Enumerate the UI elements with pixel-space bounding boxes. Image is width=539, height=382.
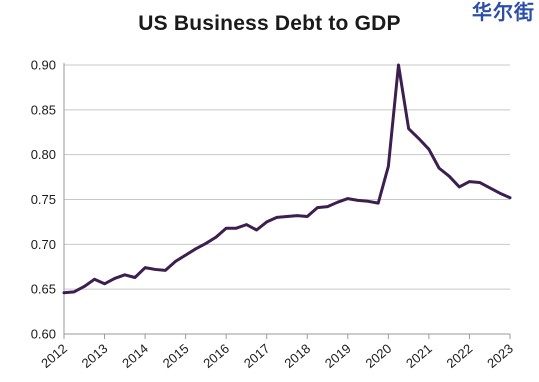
data-point bbox=[468, 180, 471, 183]
data-point bbox=[397, 63, 400, 67]
data-point bbox=[316, 206, 319, 209]
series-line bbox=[62, 63, 512, 295]
data-point bbox=[133, 276, 137, 279]
grid-lines bbox=[64, 64, 510, 335]
data-point bbox=[62, 291, 66, 294]
axes bbox=[63, 63, 511, 339]
data-point bbox=[346, 197, 350, 200]
chart-title: US Business Debt to GDP bbox=[138, 12, 401, 35]
x-tick-label: 2019 bbox=[322, 341, 354, 371]
data-point bbox=[174, 260, 177, 263]
data-point bbox=[417, 137, 420, 140]
data-point bbox=[447, 174, 451, 178]
data-point bbox=[235, 226, 238, 230]
data-point bbox=[184, 253, 187, 257]
x-tick-label: 2013 bbox=[79, 341, 111, 371]
x-tick-label: 2023 bbox=[484, 341, 516, 371]
data-point bbox=[366, 200, 370, 203]
data-point bbox=[508, 196, 512, 199]
data-point bbox=[377, 201, 380, 205]
data-point bbox=[265, 220, 268, 224]
y-tick-label: 0.80 bbox=[31, 147, 56, 162]
y-tick-label: 0.85 bbox=[31, 102, 56, 117]
x-tick-label: 2015 bbox=[160, 341, 192, 371]
data-point bbox=[306, 215, 309, 218]
data-point bbox=[113, 277, 116, 280]
y-tick-labels: 0.60 0.65 0.70 0.75 0.80 0.85 0.90 bbox=[31, 58, 56, 342]
data-point bbox=[387, 165, 390, 168]
data-point bbox=[458, 185, 461, 189]
x-tick-label: 2017 bbox=[241, 341, 273, 371]
data-point bbox=[356, 199, 360, 202]
x-tick-label: 2012 bbox=[38, 341, 70, 371]
data-point bbox=[72, 290, 76, 294]
x-tick-label: 2018 bbox=[281, 341, 313, 371]
data-point bbox=[154, 268, 157, 271]
data-point bbox=[103, 282, 106, 285]
data-point bbox=[336, 200, 339, 204]
data-point bbox=[214, 235, 218, 239]
data-point bbox=[407, 127, 410, 130]
data-point bbox=[143, 266, 147, 269]
watermark-logo: 华尔街 bbox=[472, 0, 535, 24]
y-tick-label: 0.75 bbox=[31, 192, 56, 207]
data-point bbox=[275, 216, 279, 219]
x-tick-label: 2016 bbox=[200, 341, 232, 371]
x-tick-label: 2021 bbox=[403, 341, 435, 371]
x-tick-labels: 2012 2013 2014 2015 2016 2017 2018 2019 2020 2021… bbox=[38, 341, 516, 371]
data-point bbox=[478, 181, 481, 184]
data-point bbox=[93, 278, 96, 281]
data-point bbox=[83, 285, 86, 288]
data-point bbox=[245, 223, 248, 226]
y-tick-label: 0.60 bbox=[31, 327, 56, 342]
data-point bbox=[164, 269, 167, 272]
x-tick-label: 2020 bbox=[362, 341, 394, 371]
data-point bbox=[255, 228, 258, 232]
y-tick-label: 0.70 bbox=[31, 237, 56, 252]
data-point bbox=[194, 247, 197, 251]
x-tick-label: 2014 bbox=[119, 341, 151, 371]
data-point bbox=[204, 242, 208, 245]
x-tick-label: 2022 bbox=[444, 341, 476, 371]
data-point bbox=[123, 273, 127, 277]
data-point bbox=[488, 186, 491, 190]
data-point bbox=[295, 214, 299, 217]
data-point bbox=[224, 226, 228, 230]
data-point bbox=[326, 205, 329, 208]
data-point bbox=[437, 166, 441, 170]
y-tick-label: 0.65 bbox=[31, 282, 56, 297]
y-tick-label: 0.90 bbox=[31, 58, 56, 73]
data-point bbox=[498, 192, 502, 195]
data-point bbox=[427, 148, 431, 151]
data-point bbox=[285, 215, 289, 218]
series-layer bbox=[62, 63, 512, 295]
